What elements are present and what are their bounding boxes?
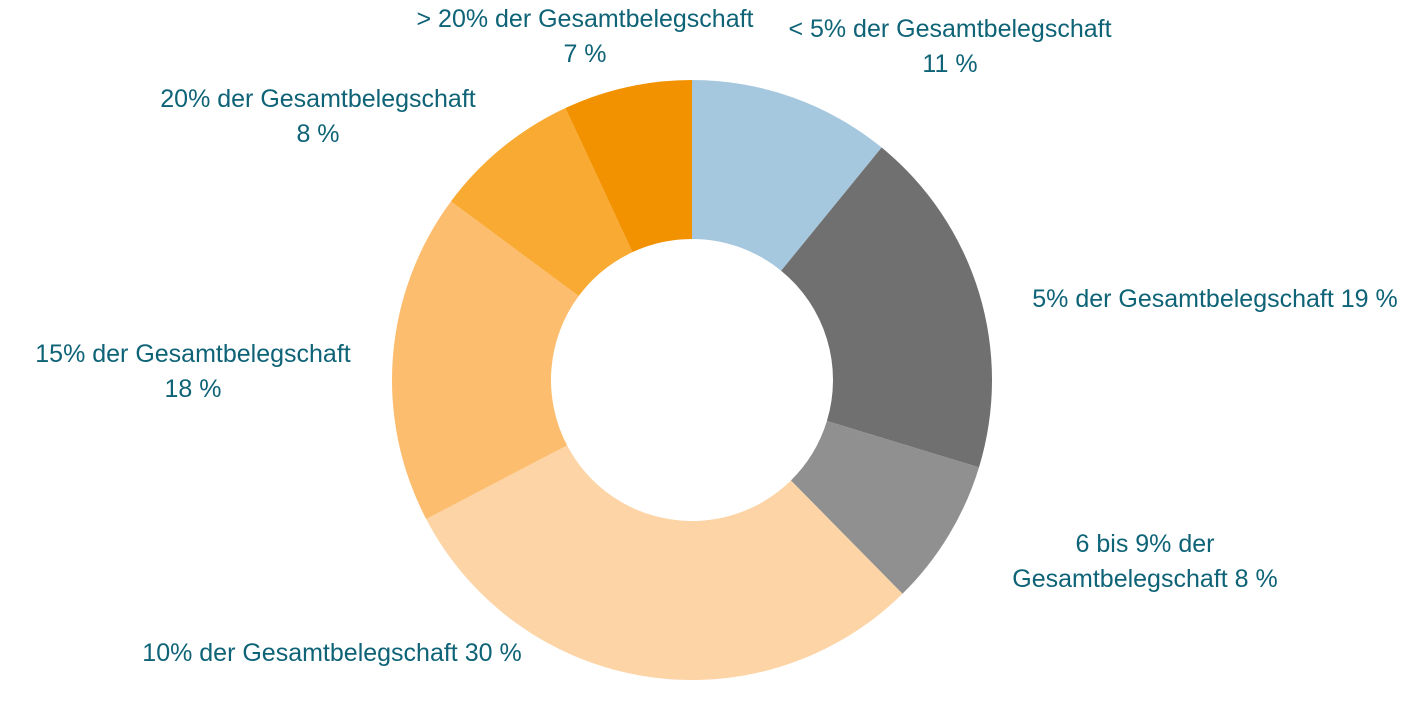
- value-label: 18 %: [164, 375, 222, 403]
- value-label: 11 %: [922, 50, 978, 78]
- category-label: 10% der Gesamtbelegschaft: [142, 639, 458, 667]
- data-label: 6 bis 9% der Gesamtbelegschaft 8 %: [975, 527, 1315, 597]
- donut-segment: [790, 421, 979, 594]
- data-label: 20% der Gesamtbelegschaft 8 %: [148, 82, 488, 152]
- donut-segment: [450, 107, 633, 297]
- donut-segment: [692, 80, 882, 271]
- data-label: 10% der Gesamtbelegschaft 30 %: [132, 636, 532, 671]
- value-label: 30 %: [464, 639, 522, 667]
- category-label: 20% der Gesamtbelegschaft: [160, 85, 476, 113]
- category-label: 5% der Gesamtbelegschaft: [1032, 285, 1334, 313]
- category-label: > 20% der Gesamtbelegschaft: [416, 5, 754, 33]
- value-label: 8 %: [1234, 565, 1278, 593]
- data-label: < 5% der Gesamtbelegschaft 11 %: [775, 12, 1125, 82]
- donut-segment: [392, 201, 579, 520]
- value-label: 7 %: [563, 40, 607, 68]
- value-label: 8 %: [296, 120, 340, 148]
- donut-segment: [781, 147, 992, 468]
- data-label: 5% der Gesamtbelegschaft 19 %: [1025, 282, 1405, 317]
- category-label: 15% der Gesamtbelegschaft: [35, 340, 351, 368]
- data-label: 15% der Gesamtbelegschaft 18 %: [13, 337, 373, 407]
- category-label: 6 bis 9% der Gesamtbelegschaft: [1012, 530, 1228, 593]
- value-label: 19 %: [1340, 285, 1398, 313]
- donut-segment: [426, 445, 903, 680]
- category-label: < 5% der Gesamtbelegschaft: [788, 15, 1112, 43]
- donut-segment: [565, 80, 692, 253]
- data-label: > 20% der Gesamtbelegschaft 7 %: [415, 2, 755, 72]
